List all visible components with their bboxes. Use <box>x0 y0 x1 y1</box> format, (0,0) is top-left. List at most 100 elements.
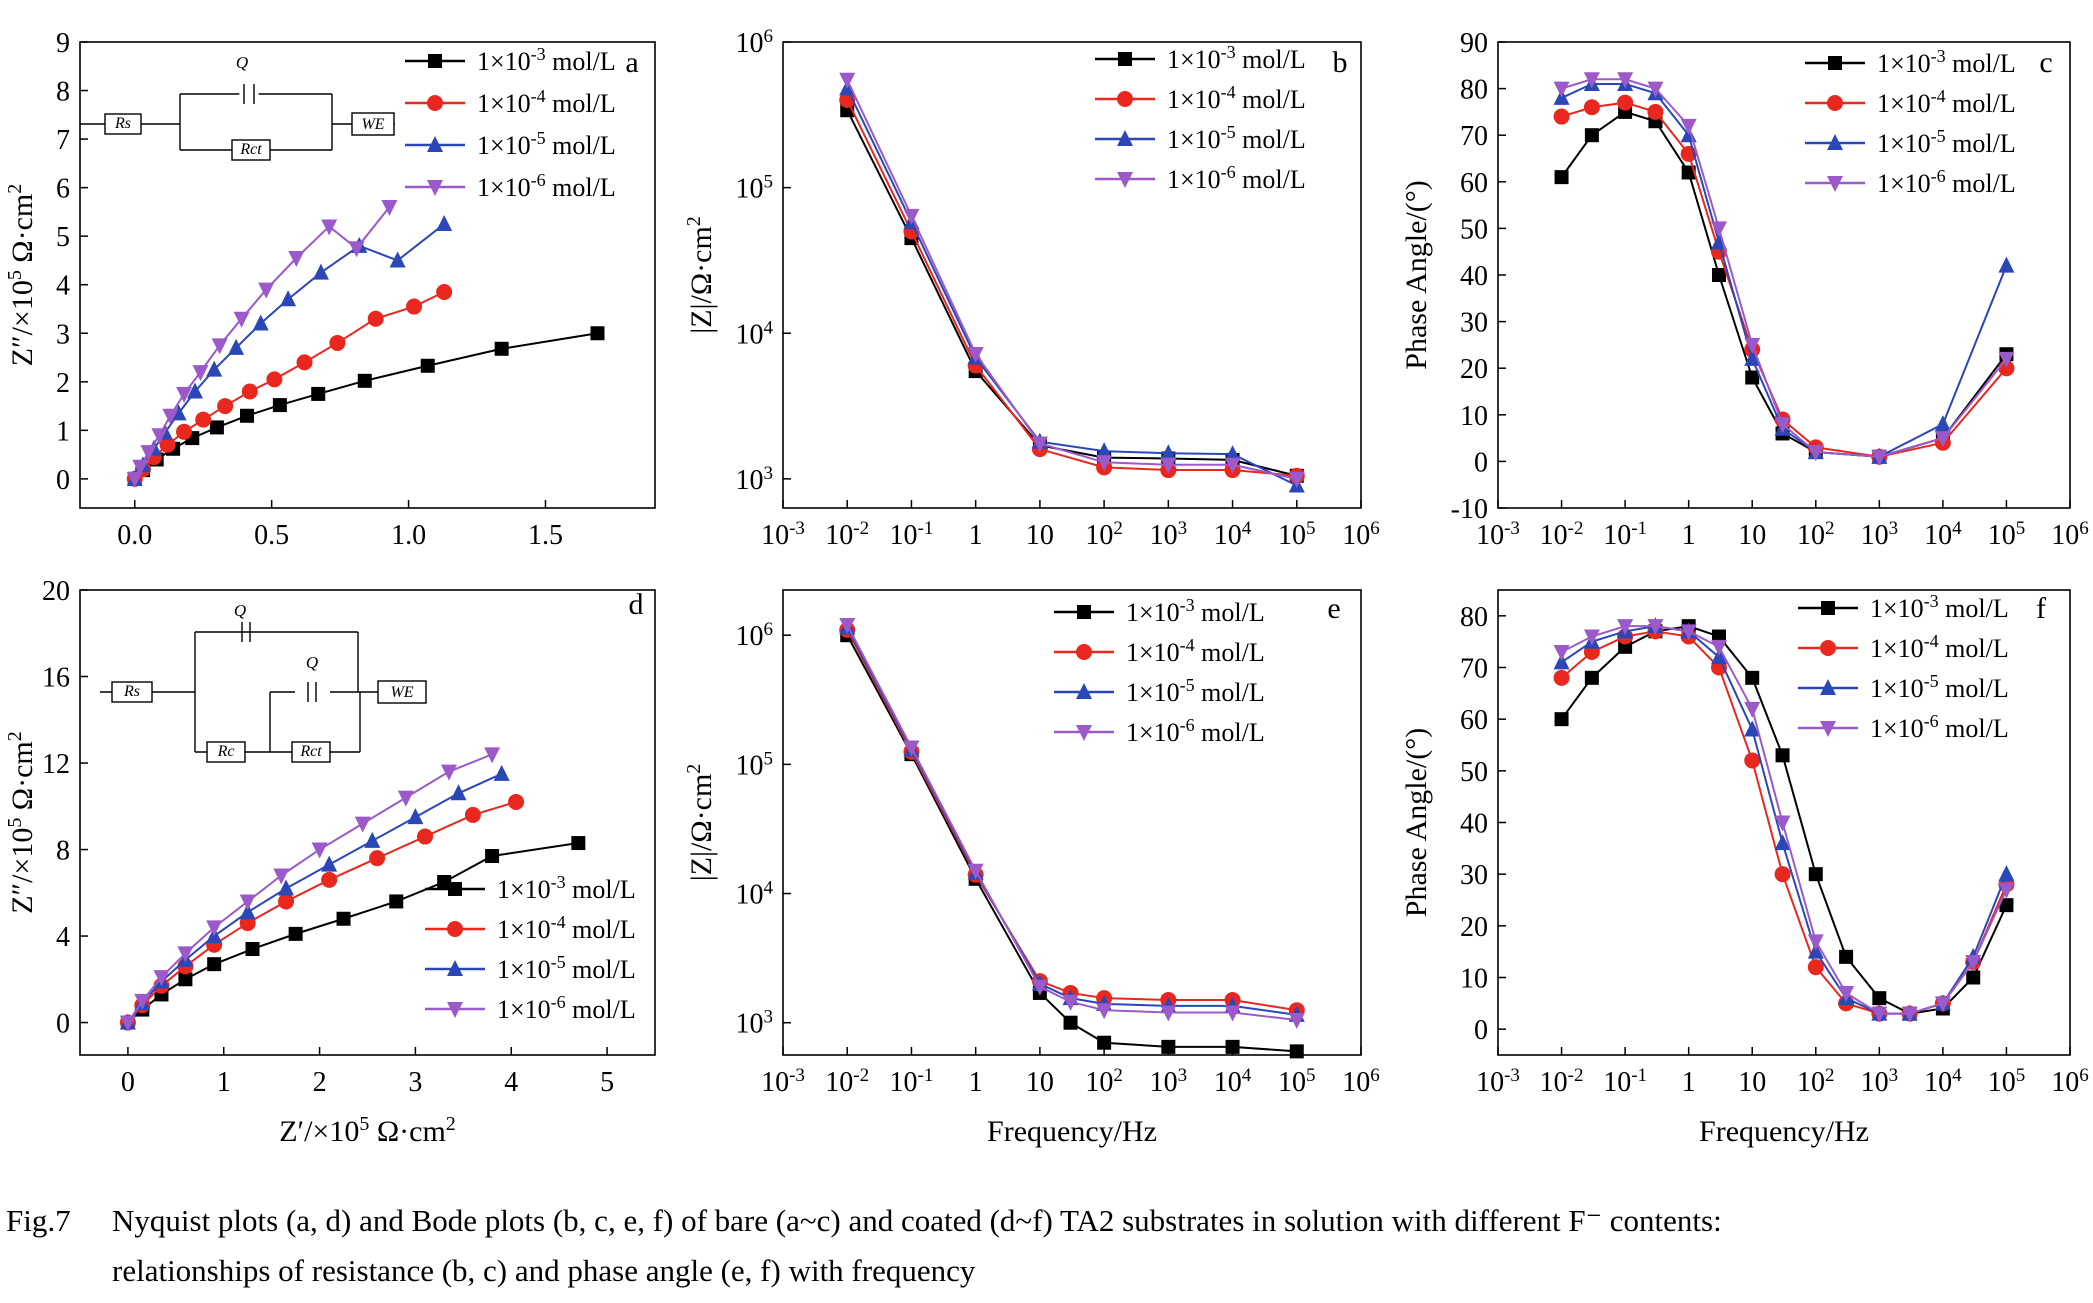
x-tick-label: 105 <box>1988 1065 2026 1099</box>
legend-marker <box>1827 95 1843 111</box>
data-point <box>1838 986 1855 1002</box>
data-point <box>1807 942 1824 959</box>
data-point <box>1680 118 1697 135</box>
x-tick-label: 1 <box>969 1067 983 1098</box>
data-point <box>1807 445 1824 462</box>
data-point <box>1745 370 1760 385</box>
x-tick-label: 106 <box>1342 1065 1380 1099</box>
series-line-1 <box>127 800 517 1024</box>
legend-marker <box>427 95 443 111</box>
data-point <box>1839 949 1854 964</box>
data-point <box>321 219 338 236</box>
series-line-2 <box>1561 82 2008 458</box>
y-axis-label: Z″/×105 Ω·cm2 <box>4 731 39 914</box>
data-point <box>119 1015 136 1032</box>
resistor-rs <box>104 113 142 135</box>
series-line-1 <box>133 291 445 480</box>
data-point <box>321 855 338 872</box>
legend-marker <box>428 54 442 68</box>
legend-label: 1×10-6 mol/L <box>1870 711 2009 743</box>
x-tick-label: 104 <box>1214 518 1252 552</box>
data-point <box>1774 815 1791 832</box>
data-point <box>1744 701 1761 718</box>
data-point <box>1681 165 1696 180</box>
data-point <box>485 849 500 864</box>
data-point <box>252 314 269 331</box>
data-point <box>151 428 168 445</box>
data-point <box>1744 337 1761 354</box>
data-point <box>1774 417 1791 434</box>
y-tick-label: 8 <box>56 836 70 867</box>
series-line-3 <box>133 206 391 480</box>
resistor-rct-label: Rct <box>239 141 262 158</box>
data-point <box>464 806 481 823</box>
plot-frame <box>79 41 656 509</box>
series-line-1 <box>1561 101 2008 458</box>
legend-label: 1×10-3 mol/L <box>1877 46 2016 78</box>
data-point <box>132 459 149 476</box>
data-point <box>1289 1044 1304 1059</box>
data-point <box>1062 994 1079 1011</box>
caption-line-1: Nyquist plots (a, d) and Bode plots (b, … <box>112 1203 1722 1238</box>
y-tick-label: 10 <box>1460 401 1488 432</box>
y-tick-label: 20 <box>1460 354 1488 385</box>
data-point <box>1584 670 1599 685</box>
x-axis-label: Z′/×105 Ω·cm2 <box>279 1113 456 1148</box>
data-point <box>839 617 856 634</box>
data-point <box>272 398 287 413</box>
legend-label: 1×10-5 mol/L <box>1126 675 1265 707</box>
data-point <box>245 942 260 957</box>
x-tick-label: 10-3 <box>761 1065 805 1099</box>
chart-panel-c: 10-3 10-2 10-1 1 10 102 103 104 105 106 -10 0 10 20 30… <box>1400 28 2089 551</box>
y-tick-label: 105 <box>736 748 774 782</box>
x-tick-label: 10-2 <box>1540 1065 1584 1099</box>
plot-frame <box>782 589 1362 1056</box>
data-point <box>153 970 170 987</box>
data-point <box>440 764 457 781</box>
x-tick-label: 10-1 <box>1603 1065 1647 1099</box>
electrode-we-label: WE <box>390 684 413 701</box>
data-point <box>206 360 223 377</box>
x-tick-label: 104 <box>1924 1065 1962 1099</box>
y-tick-label: 80 <box>1460 602 1488 633</box>
legend-marker <box>1118 52 1132 66</box>
x-tick-label: 1.5 <box>528 520 563 551</box>
data-point <box>1160 1005 1177 1022</box>
data-point <box>1807 959 1824 976</box>
resistor-rct <box>231 139 271 161</box>
y-tick-label: 103 <box>736 1006 774 1040</box>
data-point <box>134 993 151 1010</box>
legend-marker <box>1076 683 1092 699</box>
data-point <box>493 764 510 781</box>
legend-marker <box>1820 640 1836 656</box>
data-point <box>367 310 384 327</box>
y-tick-label: 9 <box>56 28 70 59</box>
data-point <box>177 946 194 963</box>
legend-label: 1×10-3 mol/L <box>497 872 636 904</box>
data-point <box>258 282 275 299</box>
x-tick-label: 103 <box>1861 518 1899 552</box>
y-tick-label: 40 <box>1460 809 1488 840</box>
data-point <box>176 423 193 440</box>
x-tick-label: 10-2 <box>825 518 869 552</box>
x-tick-label: 4 <box>504 1067 518 1098</box>
electrode-we <box>351 112 395 136</box>
resistor-rs <box>111 681 153 703</box>
x-tick-label: 104 <box>1214 1065 1252 1099</box>
electrode-we-label: WE <box>361 116 384 133</box>
data-point <box>1584 128 1599 143</box>
y-tick-label: 103 <box>736 462 774 496</box>
data-point <box>1808 867 1823 882</box>
y-tick-label: 0 <box>1474 1015 1488 1046</box>
data-point <box>280 290 297 307</box>
y-tick-label: 40 <box>1460 261 1488 292</box>
data-point <box>1934 431 1951 448</box>
data-point <box>354 816 371 833</box>
x-tick-label: 10 <box>1026 520 1054 551</box>
data-point <box>1583 99 1600 116</box>
x-tick-label: 1 <box>217 1067 231 1098</box>
y-tick-label: 12 <box>42 749 70 780</box>
y-tick-label: 104 <box>736 877 774 911</box>
data-point <box>288 926 303 941</box>
